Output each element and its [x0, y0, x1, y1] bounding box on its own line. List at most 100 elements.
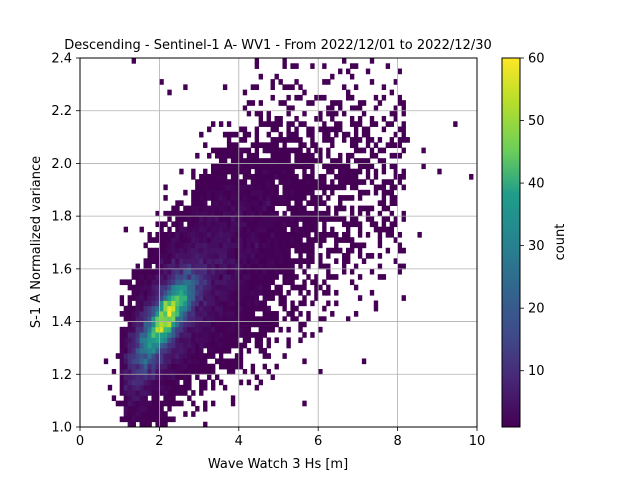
histogram-cell — [230, 179, 236, 185]
histogram-cell — [262, 289, 267, 296]
histogram-cell — [207, 279, 212, 286]
histogram-cell — [389, 200, 395, 206]
histogram-cell — [254, 195, 260, 201]
histogram-cell — [195, 358, 200, 365]
histogram-cell — [258, 326, 264, 333]
histogram-cell — [222, 205, 228, 212]
histogram-cell — [226, 321, 232, 328]
histogram-cell — [147, 374, 152, 380]
histogram-cell — [135, 311, 140, 317]
histogram-cell — [353, 105, 359, 112]
histogram-cell — [286, 179, 291, 185]
histogram-cell — [349, 115, 355, 122]
histogram-cell — [353, 216, 359, 222]
histogram-cell — [345, 226, 351, 233]
histogram-cell — [242, 300, 248, 307]
histogram-cell — [187, 205, 192, 212]
histogram-cell — [282, 173, 287, 180]
histogram-cell — [222, 173, 228, 180]
histogram-cell — [211, 184, 216, 191]
histogram-cell — [183, 295, 188, 301]
histogram-cell — [361, 258, 367, 264]
histogram-cell — [207, 179, 212, 185]
histogram-cell — [357, 105, 363, 112]
histogram-cell — [211, 316, 216, 322]
histogram-cell — [147, 384, 152, 391]
histogram-cell — [274, 73, 279, 80]
histogram-cell — [155, 363, 160, 370]
histogram-cell — [250, 311, 256, 317]
histogram-cell — [242, 284, 248, 291]
histogram-cell — [286, 126, 291, 133]
histogram-cell — [131, 421, 136, 427]
histogram-cell — [246, 305, 252, 312]
histogram-cell — [342, 263, 347, 270]
histogram-cell — [123, 363, 129, 370]
histogram-cell — [123, 279, 129, 286]
histogram-cell — [246, 316, 252, 322]
histogram-cell — [131, 316, 136, 322]
histogram-cell — [365, 158, 371, 164]
histogram-cell — [274, 289, 279, 296]
histogram-cell — [151, 395, 156, 402]
histogram-cell — [214, 374, 220, 380]
histogram-cell — [163, 274, 168, 280]
histogram-cell — [119, 374, 125, 380]
histogram-cell — [393, 216, 398, 222]
histogram-cell — [155, 321, 160, 328]
histogram-cell — [250, 247, 256, 254]
histogram-cell — [155, 395, 160, 402]
histogram-cell — [159, 284, 164, 291]
histogram-cell — [159, 363, 164, 370]
histogram-cell — [290, 311, 295, 317]
histogram-cell — [135, 268, 140, 275]
histogram-cell — [322, 137, 327, 143]
histogram-cell — [191, 268, 196, 275]
histogram-cell — [199, 300, 204, 307]
histogram-cell — [179, 337, 184, 344]
histogram-cell — [334, 210, 339, 217]
histogram-cell — [361, 163, 367, 170]
histogram-cell — [246, 295, 252, 301]
histogram-cell — [167, 316, 172, 322]
histogram-cell — [349, 105, 355, 112]
histogram-cell — [250, 158, 256, 164]
histogram-cell — [306, 173, 311, 180]
histogram-cell — [262, 200, 267, 206]
histogram-cell — [131, 416, 136, 423]
histogram-cell — [195, 179, 200, 185]
histogram-cell — [258, 195, 264, 201]
histogram-cell — [195, 305, 200, 312]
histogram-cell — [238, 353, 244, 359]
histogram-cell — [266, 115, 271, 122]
histogram-cell — [278, 284, 283, 291]
colorbar-tick-label: 20 — [528, 302, 545, 317]
histogram-cell — [298, 210, 303, 217]
histogram-cell — [246, 205, 252, 212]
histogram-cell — [266, 184, 271, 191]
histogram-cell — [214, 163, 220, 170]
histogram-cell — [302, 210, 307, 217]
histogram-cell — [274, 210, 279, 217]
histogram-cell — [191, 237, 196, 243]
histogram-cell — [191, 200, 196, 206]
histogram-cell — [238, 237, 244, 243]
histogram-cell — [437, 168, 442, 175]
histogram-cell — [115, 353, 121, 359]
histogram-cell — [314, 221, 319, 228]
histogram-cell — [191, 221, 196, 228]
histogram-cell — [203, 384, 208, 391]
histogram-cell — [211, 353, 216, 359]
histogram-cell — [199, 231, 204, 238]
histogram-cell — [119, 332, 125, 338]
histogram-cell — [234, 253, 240, 259]
histogram-cell — [298, 152, 303, 159]
histogram-cell — [262, 189, 267, 196]
histogram-cell — [377, 263, 383, 270]
histogram-cell — [234, 263, 240, 270]
histogram-cell — [302, 121, 307, 127]
histogram-cell — [175, 337, 180, 344]
histogram-cell — [278, 237, 283, 243]
histogram-cell — [159, 337, 164, 344]
histogram-cell — [139, 379, 144, 386]
